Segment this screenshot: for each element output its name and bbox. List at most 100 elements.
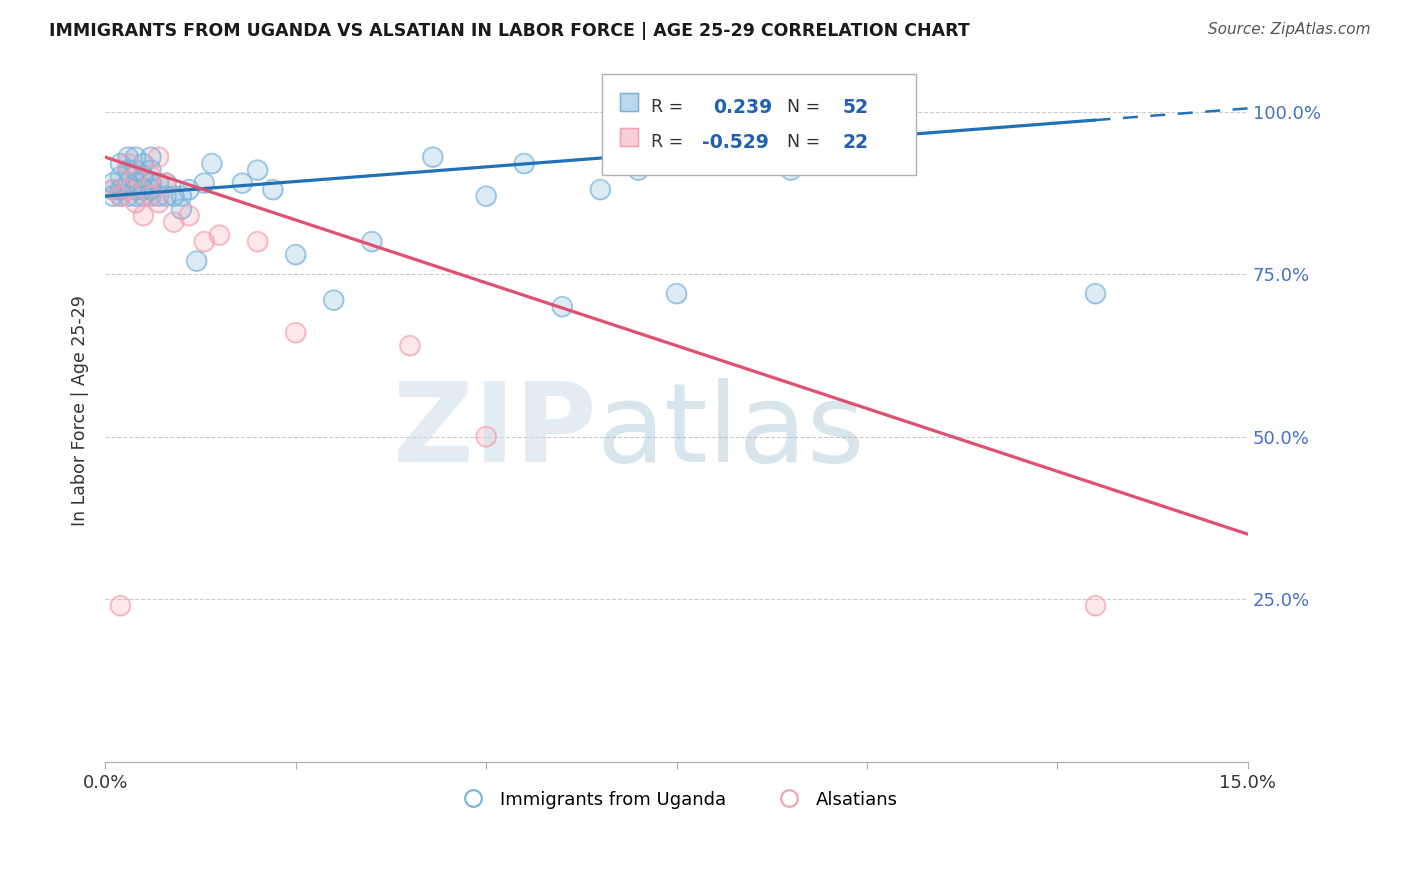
Text: IMMIGRANTS FROM UGANDA VS ALSATIAN IN LABOR FORCE | AGE 25-29 CORRELATION CHART: IMMIGRANTS FROM UGANDA VS ALSATIAN IN LA… [49, 22, 970, 40]
Point [155, 176, 177, 190]
Point [110, 156, 132, 170]
Point [117, 163, 139, 178]
Text: R =: R = [651, 98, 689, 116]
Point [110, 599, 132, 613]
Point [117, 176, 139, 190]
Text: ZIP: ZIP [394, 378, 596, 485]
Point [231, 176, 253, 190]
Point [246, 235, 269, 249]
Point [201, 156, 224, 170]
Point [513, 156, 536, 170]
Point [262, 183, 284, 197]
Point [148, 195, 170, 210]
Point [399, 339, 422, 353]
Point [170, 202, 193, 216]
Point [125, 169, 148, 184]
Point [117, 189, 139, 203]
Point [246, 163, 269, 178]
Point [322, 293, 344, 308]
Point [125, 150, 148, 164]
Point [110, 189, 132, 203]
Point [125, 183, 148, 197]
Point [110, 189, 132, 203]
Point [148, 189, 170, 203]
Point [262, 183, 284, 197]
Point [101, 189, 124, 203]
Point [139, 189, 162, 203]
Point [231, 176, 253, 190]
Point [627, 163, 650, 178]
Point [139, 183, 162, 197]
Point [170, 189, 193, 203]
Point [177, 183, 200, 197]
Point [475, 189, 498, 203]
Point [155, 176, 177, 190]
Point [148, 189, 170, 203]
Point [117, 189, 139, 203]
Point [139, 189, 162, 203]
Text: R =: R = [651, 133, 689, 152]
Point [101, 183, 124, 197]
Point [422, 150, 444, 164]
Point [139, 163, 162, 178]
Point [148, 150, 170, 164]
Point [101, 176, 124, 190]
Point [125, 189, 148, 203]
Point [177, 183, 200, 197]
FancyBboxPatch shape [602, 74, 917, 176]
Point [201, 156, 224, 170]
Point [779, 163, 801, 178]
Point [101, 183, 124, 197]
Point [110, 183, 132, 197]
Point [132, 189, 155, 203]
Point [1084, 599, 1107, 613]
Y-axis label: In Labor Force | Age 25-29: In Labor Force | Age 25-29 [72, 295, 89, 526]
Point [117, 176, 139, 190]
Point [110, 156, 132, 170]
Point [665, 286, 688, 301]
Point [422, 150, 444, 164]
Point [125, 163, 148, 178]
Point [125, 183, 148, 197]
Point [163, 215, 186, 229]
Point [125, 150, 148, 164]
Point [132, 156, 155, 170]
Point [360, 235, 382, 249]
Point [779, 163, 801, 178]
Point [110, 183, 132, 197]
Point [513, 156, 536, 170]
Point [284, 326, 307, 340]
Point [155, 176, 177, 190]
Point [1084, 286, 1107, 301]
Point [132, 183, 155, 197]
Point [125, 163, 148, 178]
Point [117, 150, 139, 164]
Point [551, 300, 574, 314]
Point [170, 202, 193, 216]
Point [139, 176, 162, 190]
Point [186, 254, 208, 268]
Point [139, 176, 162, 190]
Point [139, 189, 162, 203]
Point [139, 183, 162, 197]
Text: N =: N = [787, 98, 827, 116]
Point [125, 195, 148, 210]
Point [1084, 599, 1107, 613]
Point [856, 150, 879, 164]
Point [148, 195, 170, 210]
Text: Source: ZipAtlas.com: Source: ZipAtlas.com [1208, 22, 1371, 37]
Point [589, 183, 612, 197]
Point [284, 247, 307, 261]
Point [551, 300, 574, 314]
Point [101, 183, 124, 197]
Point [139, 163, 162, 178]
Point [475, 430, 498, 444]
Point [170, 189, 193, 203]
Point [125, 176, 148, 190]
Point [110, 189, 132, 203]
Point [399, 339, 422, 353]
Point [246, 235, 269, 249]
Text: 0.239: 0.239 [713, 98, 772, 117]
Point [148, 176, 170, 190]
Point [101, 183, 124, 197]
